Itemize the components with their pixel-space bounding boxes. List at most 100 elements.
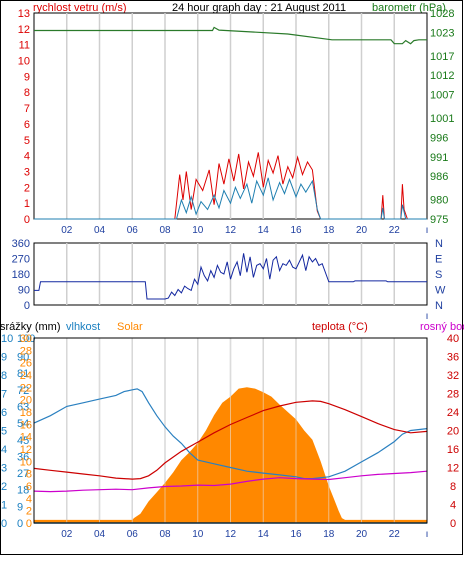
rain-tick-label: 2 xyxy=(1,481,7,493)
pressure-tick-label: 991 xyxy=(430,152,448,164)
x-tick-label: 10 xyxy=(192,529,204,540)
temperature-tick-label: 16 xyxy=(447,444,459,456)
rain-tick-label: 0 xyxy=(1,518,7,530)
humidity-legend-label: vlhkost xyxy=(66,321,100,333)
x-tick-label: 16 xyxy=(290,225,302,236)
wind-tick-label: 6 xyxy=(24,119,30,131)
direction-tick-label: 270 xyxy=(12,254,30,266)
compass-tick-label: E xyxy=(435,254,442,266)
x-tick-label: 02 xyxy=(61,529,73,540)
dew-legend-label: rosný bod xyxy=(420,321,464,333)
wind-tick-label: 10 xyxy=(18,56,30,68)
wind-tick-label: 9 xyxy=(24,71,30,83)
humidity-series-line xyxy=(33,388,428,480)
plot-border-3 xyxy=(33,337,428,524)
solar-tick-label: 24 xyxy=(20,370,32,382)
temperature-tick-label: 20 xyxy=(447,426,459,438)
compass-tick-label: N xyxy=(435,238,443,250)
direction-tick-label: 0 xyxy=(24,300,30,312)
rain-tick-label: 9 xyxy=(1,352,7,364)
direction-tick-label: 180 xyxy=(12,269,30,281)
direction-tick-label: 360 xyxy=(12,238,30,250)
rain-tick-label: 6 xyxy=(1,407,7,419)
humidity-tick-label: 27 xyxy=(17,468,29,480)
rain-tick-label: 7 xyxy=(1,389,7,401)
humidity-tick-label: 0 xyxy=(17,518,23,530)
humidity-tick-label: 63 xyxy=(17,401,29,413)
pressure-tick-label: 980 xyxy=(430,195,448,207)
rain-tick-label: 5 xyxy=(1,426,7,438)
wind-tick-label: 5 xyxy=(24,135,30,147)
pressure-tick-label: 1017 xyxy=(430,51,454,63)
temperature-tick-label: 12 xyxy=(447,463,459,475)
solar-tick-label: 12 xyxy=(20,444,32,456)
pressure-tick-label: 996 xyxy=(430,132,448,144)
x-tick-label: 12 xyxy=(225,529,237,540)
solar-tick-label: 20 xyxy=(20,395,32,407)
humidity-tick-label: 9 xyxy=(17,501,23,513)
solar-tick-label: 18 xyxy=(20,407,32,419)
rain-tick-label: 10 xyxy=(1,333,13,345)
humidity-tick-label: 36 xyxy=(17,451,29,463)
rain-tick-label: 4 xyxy=(1,444,7,456)
humidity-tick-label: 90 xyxy=(17,352,29,364)
solar-tick-label: 8 xyxy=(26,469,32,481)
wind-tick-label: 12 xyxy=(18,24,30,36)
wind-tick-label: 0 xyxy=(24,214,30,226)
x-tick-label: 08 xyxy=(159,225,171,236)
wind-tick-label: 4 xyxy=(24,151,30,163)
x-tick-label: 22 xyxy=(389,225,401,236)
wind-tick-label: 3 xyxy=(24,166,30,178)
x-tick-label: ı xyxy=(426,225,429,236)
solar-tick-label: 10 xyxy=(20,456,32,468)
humidity-tick-label: 81 xyxy=(17,368,29,380)
humidity-tick-label: 45 xyxy=(17,435,29,447)
x-tick-label: 20 xyxy=(356,225,368,236)
x-tick-label: 10 xyxy=(192,225,204,236)
solar-tick-label: 22 xyxy=(20,382,32,394)
humidity-tick-label: 54 xyxy=(17,418,29,430)
x-tick-label: 12 xyxy=(225,225,237,236)
x-tick-label: 22 xyxy=(389,529,401,540)
wind-tick-label: 7 xyxy=(24,103,30,115)
wind-gust-series-line xyxy=(34,152,427,220)
wind-tick-label: 2 xyxy=(24,182,30,194)
x-tick-label: 14 xyxy=(258,225,270,236)
solar-tick-label: 6 xyxy=(26,481,32,493)
wind-direction-series-line xyxy=(34,253,427,300)
pressure-tick-label: 1001 xyxy=(430,113,454,125)
rain-tick-label: 8 xyxy=(1,370,7,382)
x-tick-label: 18 xyxy=(323,529,335,540)
outer-frame xyxy=(0,0,463,555)
x-tick-label: 14 xyxy=(258,529,270,540)
compass-tick-label: N xyxy=(435,300,443,312)
compass-tick-label: W xyxy=(435,285,446,297)
wind-tick-label: 1 xyxy=(24,198,30,210)
rain-tick-label: 1 xyxy=(1,500,7,512)
humidity-tick-label: 100 xyxy=(17,333,35,345)
pressure-series-line xyxy=(34,26,427,45)
temperature-tick-label: 32 xyxy=(447,370,459,382)
wind-tick-label: 8 xyxy=(24,87,30,99)
compass-tick-label: S xyxy=(435,269,442,281)
temperature-tick-label: 4 xyxy=(450,500,456,512)
temperature-tick-label: 28 xyxy=(447,389,459,401)
x-tick-label: 16 xyxy=(290,529,302,540)
x-tick-label: 20 xyxy=(356,529,368,540)
pressure-tick-label: 1023 xyxy=(430,27,454,39)
humidity-tick-label: 72 xyxy=(17,385,29,397)
temperature-tick-label: 8 xyxy=(450,481,456,493)
x-tick-label: 04 xyxy=(94,529,106,540)
x-tick-label: 06 xyxy=(127,529,139,540)
x-tick-label: 02 xyxy=(61,225,73,236)
rain-tick-label: 3 xyxy=(1,463,7,475)
wind-tick-label: 13 xyxy=(18,8,30,20)
x-tick-label: 08 xyxy=(159,529,171,540)
x-tick-label: 06 xyxy=(127,225,139,236)
solar-tick-label: 16 xyxy=(20,419,32,431)
dew-series-line xyxy=(33,470,428,493)
x-tick-label: ı xyxy=(426,311,429,322)
pressure-tick-label: 986 xyxy=(430,171,448,183)
